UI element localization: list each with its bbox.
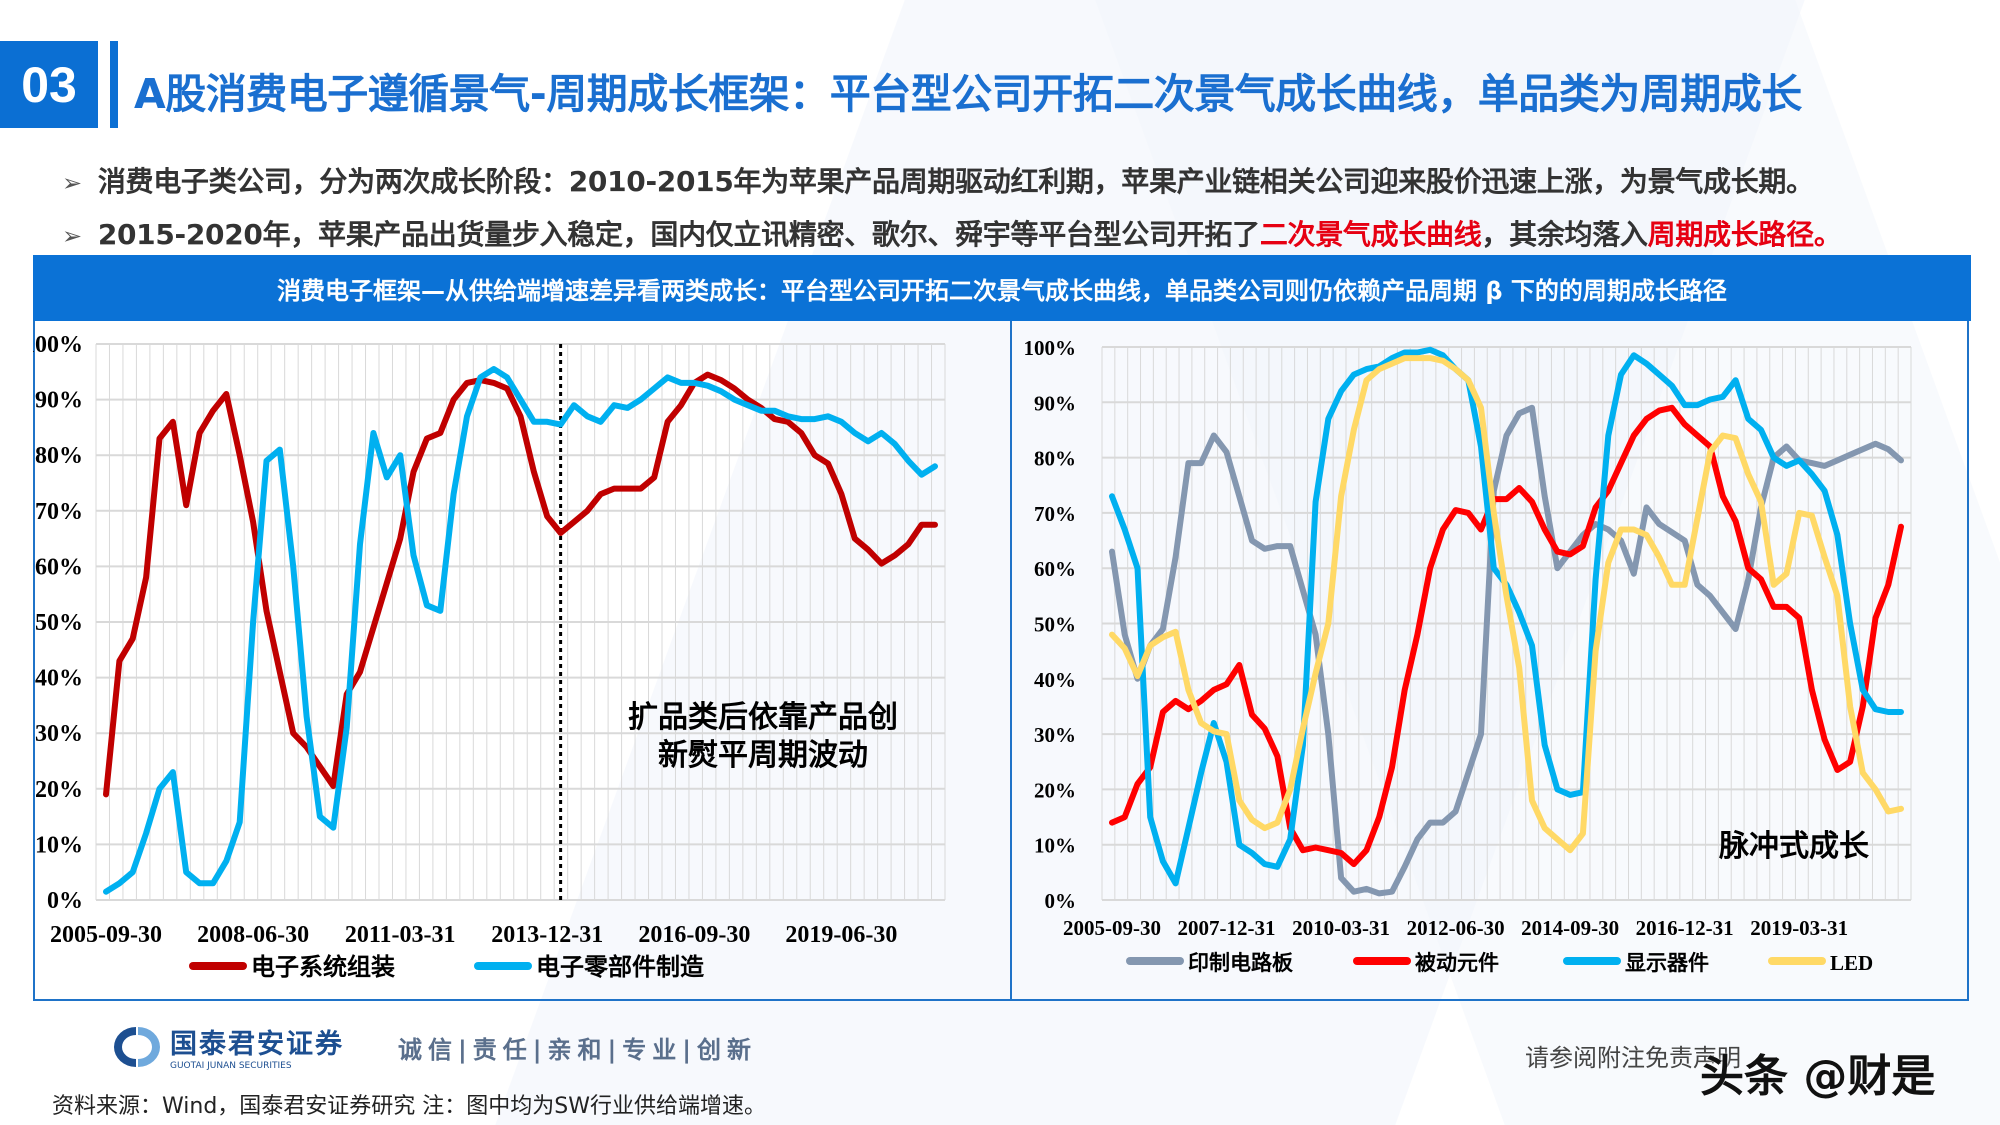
right-line-chart: 0% 10% 20% 30% 40% 50% 60% 70% 80% 90% 100% 2005-09…	[1024, 336, 1912, 975]
x-tick-label: 2008-06-30	[197, 922, 309, 948]
bullet-arrow-icon: ➢	[62, 222, 82, 250]
series-line-4	[1109, 355, 1904, 854]
y-tick-label: 40%	[35, 666, 83, 692]
bullet-2: ➢ 2015-2020年，苹果产品出货量步入稳定，国内仅立讯精密、歌尔、舜宇等平台…	[62, 213, 1842, 253]
y-tick-label: 20%	[35, 777, 83, 803]
page-title: A股消费电子遵循景气-周期成长框架：平台型公司开拓二次景气成长曲线，单品类为周期…	[134, 70, 1802, 118]
series-line-1	[103, 371, 938, 798]
y-tick-label: 90%	[35, 388, 83, 414]
logo-name: 国泰君安证券	[170, 1029, 344, 1060]
legend-label: 印制电路板	[1188, 951, 1294, 975]
x-tick-label: 2019-06-30	[785, 922, 897, 948]
y-tick-label: 100%	[33, 332, 83, 358]
x-tick-label: 2005-09-30	[50, 922, 162, 948]
y-tick-label: 50%	[1034, 613, 1076, 637]
x-tick-label: 2010-03-31	[1292, 916, 1390, 940]
y-tick-label: 10%	[1034, 834, 1076, 858]
chart-banner: 消费电子框架—从供给端增速差异看两类成长：平台型公司开拓二次景气成长曲线，单品类…	[33, 255, 1971, 321]
y-tick-label: 90%	[1034, 391, 1076, 415]
x-tick-label: 2016-09-30	[638, 922, 750, 948]
series-line-2	[103, 366, 938, 895]
y-tick-label: 40%	[1034, 668, 1076, 692]
x-tick-label: 2016-12-31	[1636, 916, 1734, 940]
title-accent-bar	[110, 41, 118, 128]
y-tick-label: 80%	[1034, 447, 1076, 471]
chart-divider	[1010, 321, 1012, 1001]
left-line-chart: 0% 10% 20% 30% 40% 50% 60% 70% 80% 90% 100% 2005-09…	[33, 332, 946, 981]
x-tick-label: 2011-03-31	[345, 922, 456, 948]
source-note: 资料来源：Wind，国泰君安证券研究 注：图中均为SW行业供给端增速。	[52, 1094, 767, 1119]
legend-label: LED	[1830, 951, 1873, 975]
disclaimer-link[interactable]: 请参阅附注免责声明	[1525, 1044, 1741, 1072]
legend-label: 被动元件	[1415, 951, 1499, 975]
chart-frame	[33, 321, 1969, 1001]
y-tick-label: 30%	[35, 721, 83, 747]
y-tick-label: 10%	[35, 832, 83, 858]
chart-annotation: 脉冲式成长	[1719, 830, 1869, 863]
x-tick-label: 2007-12-31	[1178, 916, 1276, 940]
bullet-text: 2015-2020年，苹果产品出货量步入稳定，国内仅立讯精密、歌尔、舜宇等平台型…	[97, 218, 1260, 251]
legend-label: 显示器件	[1625, 951, 1709, 975]
x-tick-label: 2012-06-30	[1407, 916, 1505, 940]
x-tick-label: 2005-09-30	[1063, 916, 1161, 940]
x-tick-label: 2019-03-31	[1750, 916, 1848, 940]
series-line-2	[1109, 404, 1904, 868]
section-number: 03	[0, 41, 98, 128]
bullet-highlight: 周期成长路径。	[1647, 218, 1842, 251]
y-tick-label: 70%	[1034, 502, 1076, 526]
logo-emblem-icon	[114, 1026, 160, 1067]
y-tick-label: 0%	[47, 888, 83, 914]
legend-label: 电子零部件制造	[536, 953, 704, 981]
watermark: 头条 @财是	[1700, 1051, 1936, 1102]
y-tick-label: 60%	[35, 554, 83, 580]
y-tick-label: 70%	[35, 499, 83, 525]
chart-annotation: 新熨平周期波动	[658, 739, 868, 772]
bullet-1: ➢ 消费电子类公司，分为两次成长阶段：2010-2015年为苹果产品周期驱动红利期…	[62, 160, 1814, 200]
series-line-1	[1109, 404, 1904, 897]
legend-label: 电子系统组装	[251, 953, 395, 981]
chart-annotation: 扩品类后依靠产品创	[628, 701, 898, 734]
bullet-text: 消费电子类公司，分为两次成长阶段：2010-2015年为苹果产品周期驱动红利期，…	[97, 165, 1814, 198]
y-tick-label: 0%	[1045, 889, 1077, 913]
y-tick-label: 80%	[35, 443, 83, 469]
logo-subtitle: GUOTAI JUNAN SECURITIES	[170, 1061, 292, 1071]
company-logo: 国泰君安证券 GUOTAI JUNAN SECURITIES	[108, 1022, 344, 1071]
x-tick-label: 2014-09-30	[1521, 916, 1619, 940]
bullet-text: ，其余均落入	[1481, 218, 1648, 251]
y-tick-label: 30%	[1034, 723, 1076, 747]
bullet-arrow-icon: ➢	[62, 169, 82, 197]
y-tick-label: 100%	[1024, 336, 1077, 360]
bullet-highlight: 二次景气成长曲线	[1259, 218, 1482, 251]
y-tick-label: 60%	[1034, 557, 1076, 581]
x-tick-label: 2013-12-31	[491, 922, 603, 948]
slogan: 诚信|责任|亲和|专业|创新	[398, 1036, 758, 1064]
y-tick-label: 20%	[1034, 778, 1076, 802]
y-tick-label: 50%	[35, 610, 83, 636]
